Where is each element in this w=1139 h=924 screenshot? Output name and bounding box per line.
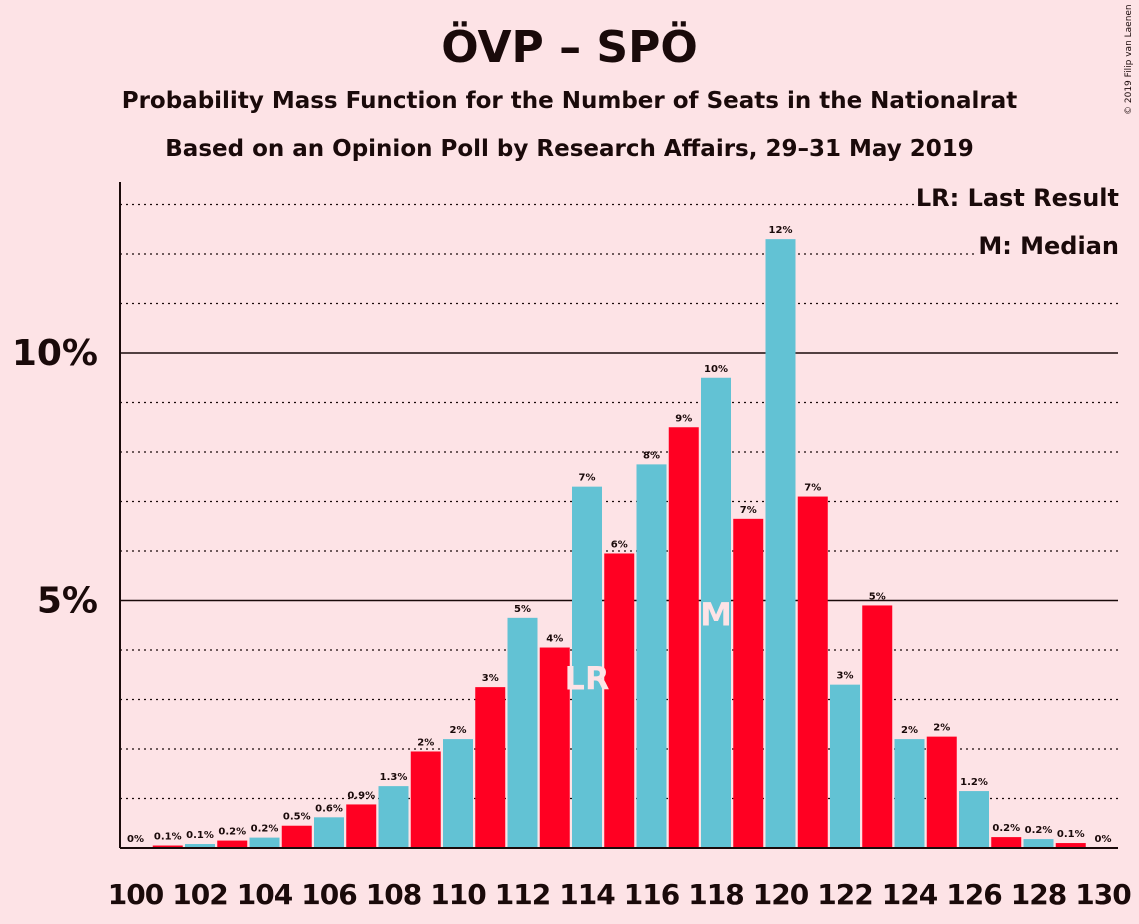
x-tick-label: 118 (688, 878, 743, 911)
x-tick-label: 102 (172, 878, 227, 911)
bar-121 (797, 496, 828, 848)
x-tick-label: 120 (753, 878, 809, 911)
bar-106 (314, 817, 344, 848)
data-label: 0% (1095, 834, 1112, 845)
x-tick-label: 100 (108, 878, 164, 911)
bar-115 (604, 553, 635, 848)
median-marker: M (700, 595, 732, 633)
x-tick-label: 110 (430, 878, 486, 911)
data-label: 1.3% (380, 772, 408, 783)
x-tick-label: 126 (946, 878, 1001, 911)
chart-subtitle: Probability Mass Function for the Number… (121, 88, 1018, 114)
bar-112 (507, 617, 538, 848)
data-label: 0.6% (315, 803, 343, 814)
data-label: 6% (611, 539, 628, 550)
bar-127 (991, 837, 1022, 848)
data-label: 7% (740, 505, 757, 516)
bar-114 (572, 486, 602, 848)
bar-118 (701, 377, 731, 848)
x-tick-label: 104 (237, 878, 293, 911)
data-label: 1.2% (960, 777, 988, 788)
data-label: 2% (417, 737, 434, 748)
axes (119, 182, 1118, 849)
data-label: 10% (704, 364, 728, 375)
bar-120 (765, 239, 796, 848)
x-tick-label: 112 (495, 878, 550, 911)
data-label: 5% (514, 604, 531, 615)
bar-119 (733, 518, 764, 848)
bar-110 (443, 739, 473, 848)
data-label: 3% (482, 673, 499, 684)
bar-125 (926, 736, 957, 848)
data-label: 2% (450, 725, 467, 736)
bar-105 (281, 825, 312, 848)
bar-117 (668, 427, 699, 848)
data-label: 0.2% (218, 827, 246, 838)
data-label: 3% (837, 671, 854, 682)
data-label: 2% (933, 723, 950, 734)
data-label: 4% (546, 634, 563, 645)
bar-126 (959, 791, 989, 848)
data-label: 0.2% (992, 823, 1020, 834)
data-label: 9% (675, 413, 692, 424)
legend-median: M: Median (978, 232, 1119, 260)
bar-113 (539, 647, 570, 848)
bar-116 (636, 464, 667, 848)
x-tick-label: 108 (366, 878, 421, 911)
bar-101 (152, 845, 183, 848)
data-label: 0.2% (1025, 825, 1053, 836)
data-label: 0.1% (1057, 829, 1085, 840)
chart-title: ÖVP – SPÖ (441, 22, 698, 73)
bars (152, 239, 1086, 848)
x-tick-label: 106 (301, 878, 356, 911)
data-label: 7% (804, 483, 821, 494)
x-tick-label: 128 (1011, 878, 1066, 911)
bar-124 (894, 739, 925, 848)
data-label: 12% (769, 225, 793, 236)
data-label: 0.2% (251, 824, 279, 835)
bar-103 (217, 840, 248, 848)
data-label: 0.1% (186, 830, 214, 841)
bar-102 (185, 844, 215, 848)
chart-subtitle-poll: Based on an Opinion Poll by Research Aff… (165, 136, 974, 162)
bar-123 (862, 605, 893, 848)
bar-129 (1055, 843, 1086, 848)
bar-111 (475, 687, 506, 848)
y-tick-label: 5% (37, 581, 98, 622)
data-label: 7% (579, 473, 596, 484)
data-label: 0.5% (283, 812, 311, 823)
x-tick-label: 130 (1075, 878, 1131, 911)
x-tick-label: 122 (817, 878, 872, 911)
bar-107 (346, 804, 377, 848)
bar-108 (378, 786, 409, 848)
labels: 5% 10% 0% 0.1% 0.1% 0.2% 0.2% 0.5% 0.6% 0.9% 1.3% 2… (12, 225, 1132, 911)
x-tick-label: 114 (559, 878, 615, 911)
legend-last-result: LR: Last Result (915, 184, 1119, 212)
bar-104 (249, 837, 280, 848)
bar-109 (410, 751, 441, 848)
y-tick-label: 10% (12, 333, 98, 374)
bar-122 (830, 684, 860, 848)
data-label: 0% (127, 834, 144, 845)
data-label: 0.1% (154, 832, 182, 843)
x-tick-label: 124 (882, 878, 938, 911)
data-label: 0.9% (347, 790, 375, 801)
last-result-marker: LR (564, 660, 609, 698)
x-tick-label: 116 (624, 878, 679, 911)
data-label: 2% (901, 725, 918, 736)
bar-128 (1023, 839, 1054, 848)
data-label: 8% (643, 450, 660, 461)
data-label: 5% (869, 591, 886, 602)
